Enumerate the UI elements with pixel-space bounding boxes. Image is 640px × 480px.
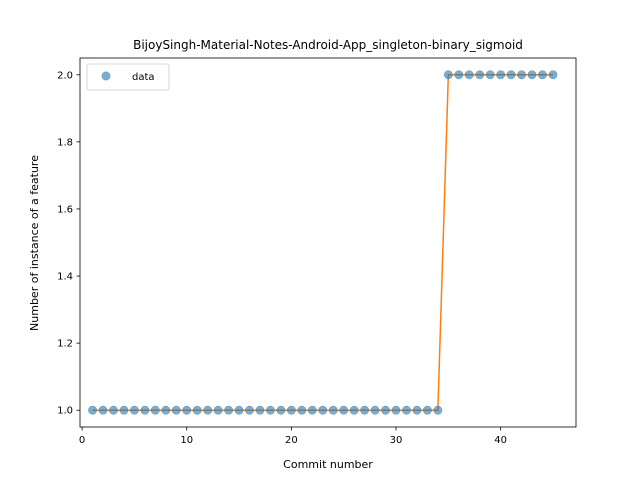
legend-marker [101, 71, 111, 81]
data-point [538, 70, 547, 80]
data-point [381, 405, 391, 415]
data-point [109, 405, 118, 415]
data-point [255, 405, 265, 415]
data-point [339, 405, 349, 415]
y-tick-label: 1.4 [57, 272, 73, 283]
data-point [203, 405, 213, 415]
data-point [119, 405, 129, 415]
x-axis-label: Commit number [283, 458, 373, 471]
data-point [307, 405, 317, 415]
data-point [150, 405, 160, 415]
data-point [391, 405, 401, 415]
data-point [527, 70, 537, 80]
legend-box [86, 63, 170, 91]
legend-label: data [132, 72, 155, 83]
y-tick-label: 1.6 [57, 204, 73, 215]
data-point [297, 405, 307, 415]
data-point [318, 405, 328, 415]
axes-frame [79, 57, 577, 428]
data-point [234, 405, 244, 415]
data-point [98, 405, 108, 415]
data-point [422, 405, 432, 415]
data-point [433, 405, 443, 415]
data-point [276, 405, 286, 415]
data-point [412, 405, 422, 415]
data-point [517, 70, 527, 80]
data-point [328, 405, 338, 415]
plot-area: 0 10 20 30 40 1.0 1.2 1.4 1.6 1.8 2.0 [57, 57, 577, 446]
x-tick-label: 10 [180, 435, 193, 446]
y-axis-label: Number of instance of a feature [28, 155, 41, 331]
chart-title: BijoySingh-Material-Notes-Android-App_si… [133, 38, 523, 52]
data-point [475, 70, 485, 80]
data-point [506, 70, 516, 80]
x-tick-label: 40 [494, 435, 507, 446]
data-point [443, 70, 453, 80]
data-point [245, 405, 254, 415]
x-tick-label: 20 [285, 435, 298, 446]
data-point [161, 405, 171, 415]
data-point [286, 405, 296, 415]
legend: data [86, 63, 170, 91]
x-tick-label: 0 [79, 435, 85, 446]
y-tick-label: 1.2 [57, 339, 73, 350]
data-point [370, 405, 380, 415]
data-point [129, 405, 139, 415]
y-tick-label: 1.0 [57, 406, 73, 417]
data-point [485, 70, 495, 80]
data-point [360, 405, 370, 415]
data-point [171, 405, 181, 415]
data-point [454, 70, 464, 80]
data-point [402, 405, 411, 415]
y-tick-label: 2.0 [57, 70, 73, 81]
y-tick-label: 1.8 [57, 137, 73, 148]
data-point [349, 405, 359, 415]
data-point [548, 70, 558, 80]
data-point [192, 405, 202, 415]
data-point [88, 405, 98, 415]
x-tick-label: 30 [390, 435, 403, 446]
data-point [182, 405, 192, 415]
data-point [224, 405, 234, 415]
data-point [464, 70, 474, 80]
data-point [140, 405, 150, 415]
data-point [496, 70, 506, 80]
data-point [213, 405, 223, 415]
data-point [265, 405, 275, 415]
